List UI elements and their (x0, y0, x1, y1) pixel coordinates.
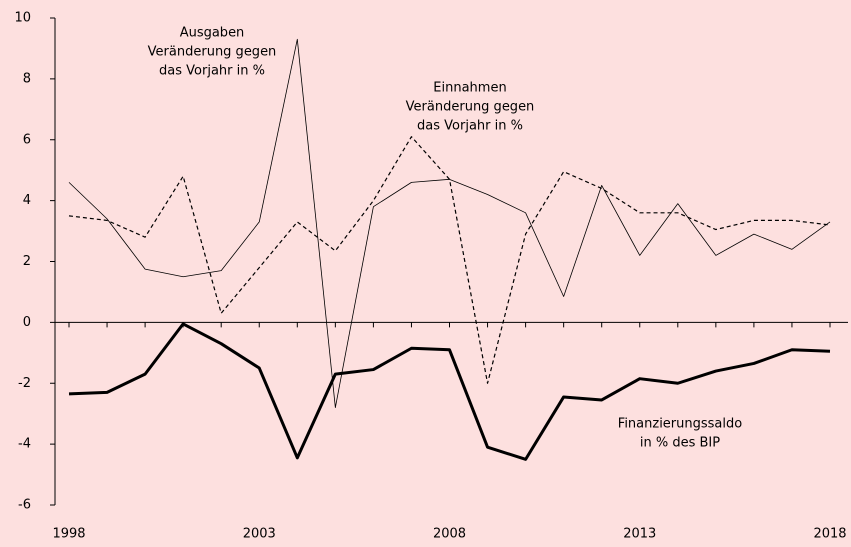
annotation: Veränderung gegen (148, 45, 277, 60)
y-tick-label: 6 (23, 132, 31, 147)
x-tick-label: 2003 (243, 527, 276, 542)
x-tick-label: 2018 (813, 527, 846, 542)
y-tick-label: -4 (18, 437, 31, 452)
y-tick-label: 10 (14, 11, 31, 26)
y-tick-label: 4 (23, 193, 31, 208)
y-tick-label: 2 (23, 254, 31, 269)
y-tick-label: -6 (18, 498, 31, 513)
y-tick-label: 0 (23, 315, 31, 330)
y-tick-label: 8 (23, 71, 31, 86)
annotation: das Vorjahr in % (417, 119, 523, 134)
annotation: Veränderung gegen (406, 100, 535, 115)
series-line (68, 136, 831, 384)
x-tick-label: 2013 (623, 527, 656, 542)
x-tick-label: 1998 (52, 527, 85, 542)
annotation: Finanzierungssaldo (618, 417, 742, 432)
y-tick-label: -2 (18, 376, 31, 391)
annotation: in % des BIP (640, 436, 720, 451)
annotation: Einnahmen (433, 81, 506, 96)
series-line (68, 322, 831, 461)
annotation: das Vorjahr in % (159, 64, 265, 79)
x-tick-label: 2008 (433, 527, 466, 542)
annotation: Ausgaben (180, 26, 245, 41)
series-line (68, 38, 831, 408)
